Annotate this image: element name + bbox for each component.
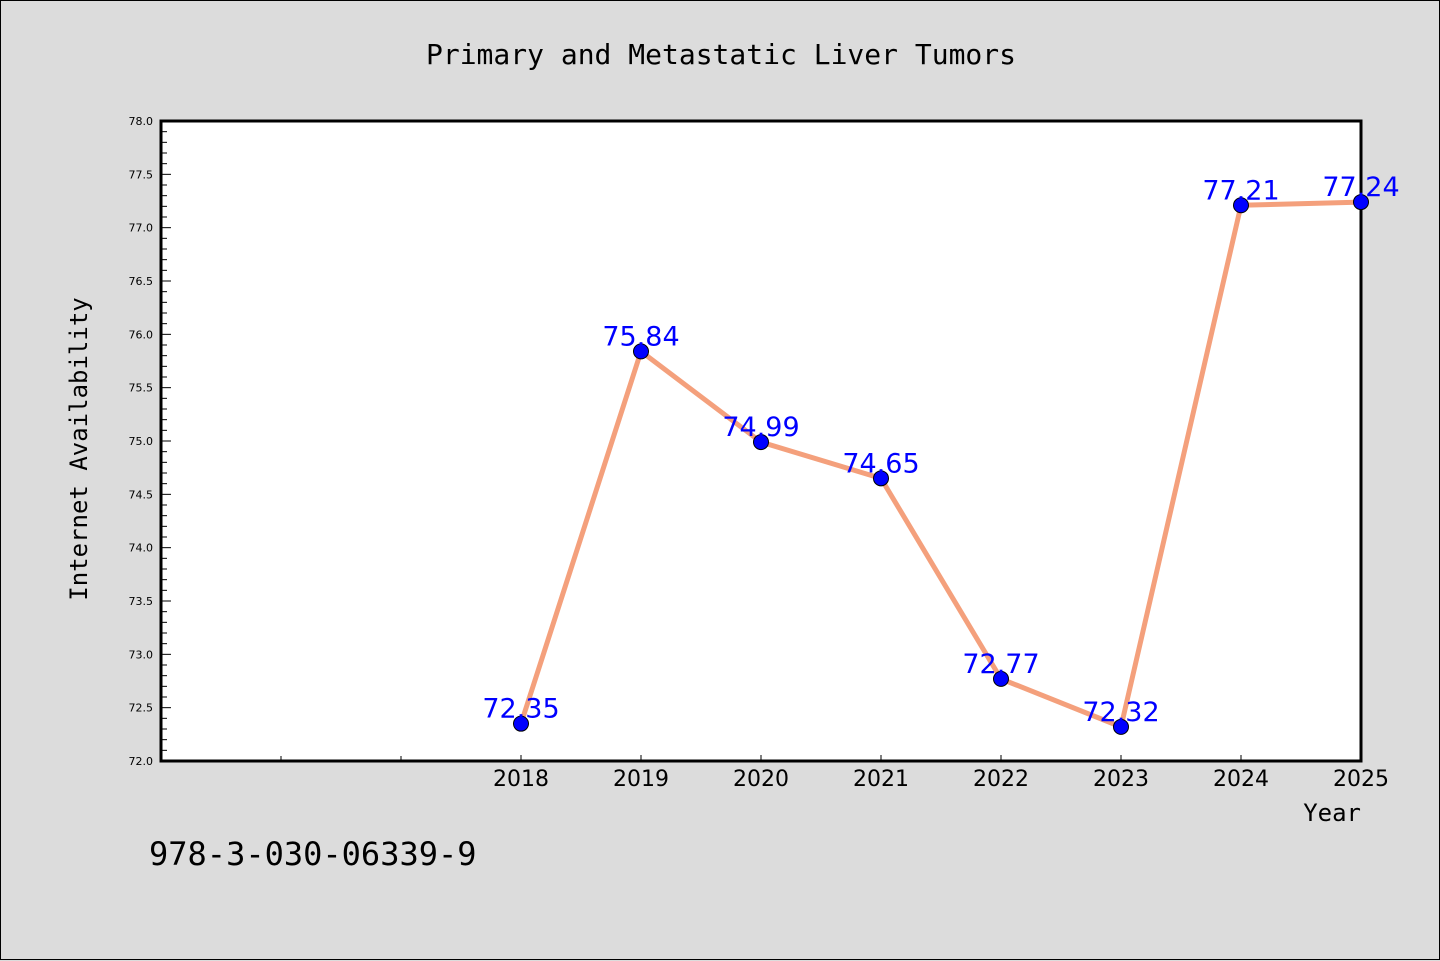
data-point <box>873 470 889 487</box>
data-point <box>1353 194 1369 211</box>
data-label: 74.99 <box>722 412 799 443</box>
data-markers <box>513 194 1369 735</box>
data-label: 77.24 <box>1322 172 1399 203</box>
y-tick-label: 77.0 <box>129 222 154 235</box>
x-tick-label: 2020 <box>733 767 789 792</box>
data-point <box>1233 197 1249 214</box>
y-tick-label: 76.0 <box>129 328 154 341</box>
x-tick-label: 2019 <box>613 767 669 792</box>
x-tick-label: 2025 <box>1333 767 1389 792</box>
y-tick-label: 72.0 <box>129 755 154 768</box>
data-label: 72.32 <box>1082 697 1159 728</box>
data-label: 74.65 <box>842 448 919 479</box>
y-tick-label: 73.5 <box>129 595 154 608</box>
y-tick-label: 77.5 <box>129 168 154 181</box>
y-tick-label: 73.0 <box>129 648 154 661</box>
y-tick-label: 78.0 <box>129 115 154 128</box>
y-tick-label: 75.5 <box>129 382 154 395</box>
data-point <box>1113 718 1129 735</box>
series-line <box>518 199 1364 730</box>
y-tick-label: 72.5 <box>129 702 154 715</box>
data-point <box>513 715 529 732</box>
data-label: 72.35 <box>482 694 559 725</box>
data-labels: 72.35 75.84 74.99 74.65 72.77 72.32 77.21 77.24 <box>482 172 1399 728</box>
data-point <box>633 343 649 360</box>
y-axis: 72.0 72.5 73.0 73.5 74.0 74.5 75.0 75.5 76.0 76.5… <box>129 115 171 768</box>
y-tick-label: 76.5 <box>129 275 154 288</box>
x-tick-label: 2022 <box>973 767 1029 792</box>
y-axis-label: Internet Availability <box>65 297 93 600</box>
data-point <box>993 670 1009 687</box>
x-axis-label: Year <box>1303 799 1361 827</box>
x-axis: 2018 2019 2020 2021 2022 2023 2024 2025 <box>280 755 1389 792</box>
data-point <box>753 434 769 451</box>
y-tick-label: 75.0 <box>129 435 154 448</box>
data-label: 75.84 <box>602 321 679 352</box>
footnote-isbn: 978-3-030-06339-9 <box>149 835 477 873</box>
x-tick-label: 2024 <box>1213 767 1269 792</box>
x-tick-label: 2021 <box>853 767 909 792</box>
x-tick-label: 2018 <box>493 767 549 792</box>
y-tick-label: 74.0 <box>129 542 154 555</box>
data-label: 72.77 <box>962 649 1039 680</box>
y-tick-label: 74.5 <box>129 488 154 501</box>
chart-title: Primary and Metastatic Liver Tumors <box>426 38 1016 71</box>
data-label: 77.21 <box>1202 175 1279 206</box>
x-tick-label: 2023 <box>1093 767 1149 792</box>
